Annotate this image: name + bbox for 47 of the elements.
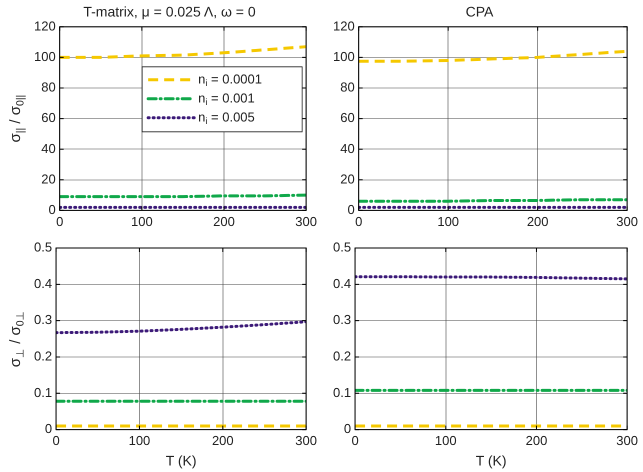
line-series — [60, 45, 306, 59]
y-tick-label: 0 — [344, 421, 352, 436]
x-tick-label: 100 — [437, 214, 460, 229]
y-tick-label: 0 — [347, 202, 355, 217]
y-tick-label: 20 — [340, 171, 355, 186]
y-tick-label: 0.2 — [34, 348, 52, 364]
x-tick-label: 100 — [128, 432, 150, 448]
x-tick-label: 200 — [212, 432, 234, 448]
chart-title: CPA — [466, 3, 494, 20]
x-tick-label: 200 — [526, 214, 549, 229]
x-tick-label: 200 — [213, 214, 235, 229]
y-tick-label: 120 — [332, 18, 355, 34]
y-axis-title: σ⊥ / σ0⊥ — [7, 310, 26, 368]
line-series — [56, 320, 306, 334]
y-tick-label: 0.3 — [34, 312, 52, 328]
y-tick-label: 0 — [48, 202, 56, 217]
y-tick-label: 0.1 — [34, 384, 52, 400]
chart-title: T-matrix, μ = 0.025 Λ, ω = 0 — [83, 3, 256, 20]
x-tick-label: 200 — [526, 432, 548, 448]
x-axis-title: T (K) — [166, 452, 197, 468]
y-tick-label: 0.5 — [332, 240, 352, 255]
x-tick-label: 300 — [616, 214, 638, 229]
y-tick-label: 0.1 — [332, 384, 352, 400]
y-tick-label: 0.4 — [34, 276, 52, 291]
y-tick-label: 100 — [34, 48, 56, 64]
y-tick-label: 100 — [332, 48, 355, 64]
y-tick-label: 60 — [41, 110, 56, 126]
x-tick-label: 300 — [295, 432, 318, 448]
x-tick-label: 100 — [130, 214, 153, 229]
y-tick-label: 40 — [41, 140, 56, 156]
y-tick-label: 60 — [340, 110, 355, 126]
y-tick-label: 80 — [340, 80, 355, 95]
y-tick-label: 0.4 — [332, 276, 352, 291]
y-tick-label: 0.3 — [332, 312, 352, 328]
y-tick-label: 20 — [41, 171, 56, 186]
y-axis-title: σ|| / σ0|| — [7, 94, 26, 142]
y-tick-label: 120 — [34, 18, 56, 34]
y-tick-label: 0 — [44, 421, 52, 436]
line-series — [358, 50, 628, 63]
y-tick-label: 80 — [41, 80, 56, 95]
y-tick-label: 0.5 — [34, 240, 52, 255]
x-tick-label: 100 — [434, 432, 457, 448]
x-tick-label: 300 — [295, 214, 318, 229]
y-tick-label: 0.2 — [332, 348, 352, 364]
x-tick-label: 300 — [616, 432, 638, 448]
y-tick-label: 40 — [340, 140, 355, 156]
x-axis-title: T (K) — [476, 452, 507, 468]
